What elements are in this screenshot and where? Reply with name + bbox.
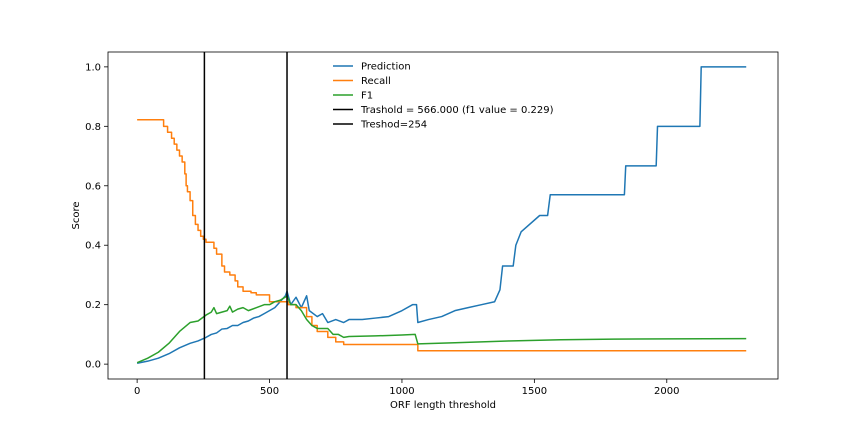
series-line-prediction bbox=[136, 66, 747, 364]
x-tick-label: 1000 bbox=[389, 386, 414, 397]
series-line-f1 bbox=[136, 295, 747, 364]
x-tick-label: 2000 bbox=[654, 386, 679, 397]
x-axis-ticks: 0 500 1000 1500 2000 bbox=[134, 379, 680, 397]
y-tick-label: 0.4 bbox=[85, 241, 101, 252]
axes-frame bbox=[107, 51, 779, 380]
y-axis-ticks: 0.0 0.2 0.4 0.6 0.8 1.0 bbox=[85, 62, 108, 371]
y-tick-label: 0.8 bbox=[85, 122, 101, 133]
x-tick-label: 1500 bbox=[522, 386, 547, 397]
y-tick-label: 1.0 bbox=[85, 62, 101, 73]
legend: Prediction Recall F1 Trashold = 566.000 (f1… bbox=[333, 62, 554, 131]
legend-label: Trashold = 566.000 (f1 value = 0.229) bbox=[360, 105, 554, 116]
x-tick-label: 500 bbox=[260, 386, 279, 397]
series-lines bbox=[136, 66, 747, 364]
plot-area: 0 500 1000 1500 2000 0.0 0.2 0.4 0.6 0.8 1.0 bbox=[85, 51, 779, 397]
legend-label: F1 bbox=[361, 91, 373, 102]
x-tick-label: 0 bbox=[134, 386, 140, 397]
threshold-lines bbox=[203, 52, 288, 379]
legend-label: Prediction bbox=[361, 62, 411, 73]
y-tick-label: 0.0 bbox=[85, 360, 101, 371]
legend-label: Recall bbox=[361, 76, 391, 87]
x-axis-label: ORF length threshold bbox=[390, 400, 496, 411]
y-axis-label: Score bbox=[71, 201, 82, 229]
y-tick-label: 0.6 bbox=[85, 181, 101, 192]
legend-label: Treshod=254 bbox=[360, 120, 427, 131]
series-line-recall bbox=[137, 119, 747, 352]
y-tick-label: 0.2 bbox=[85, 300, 101, 311]
